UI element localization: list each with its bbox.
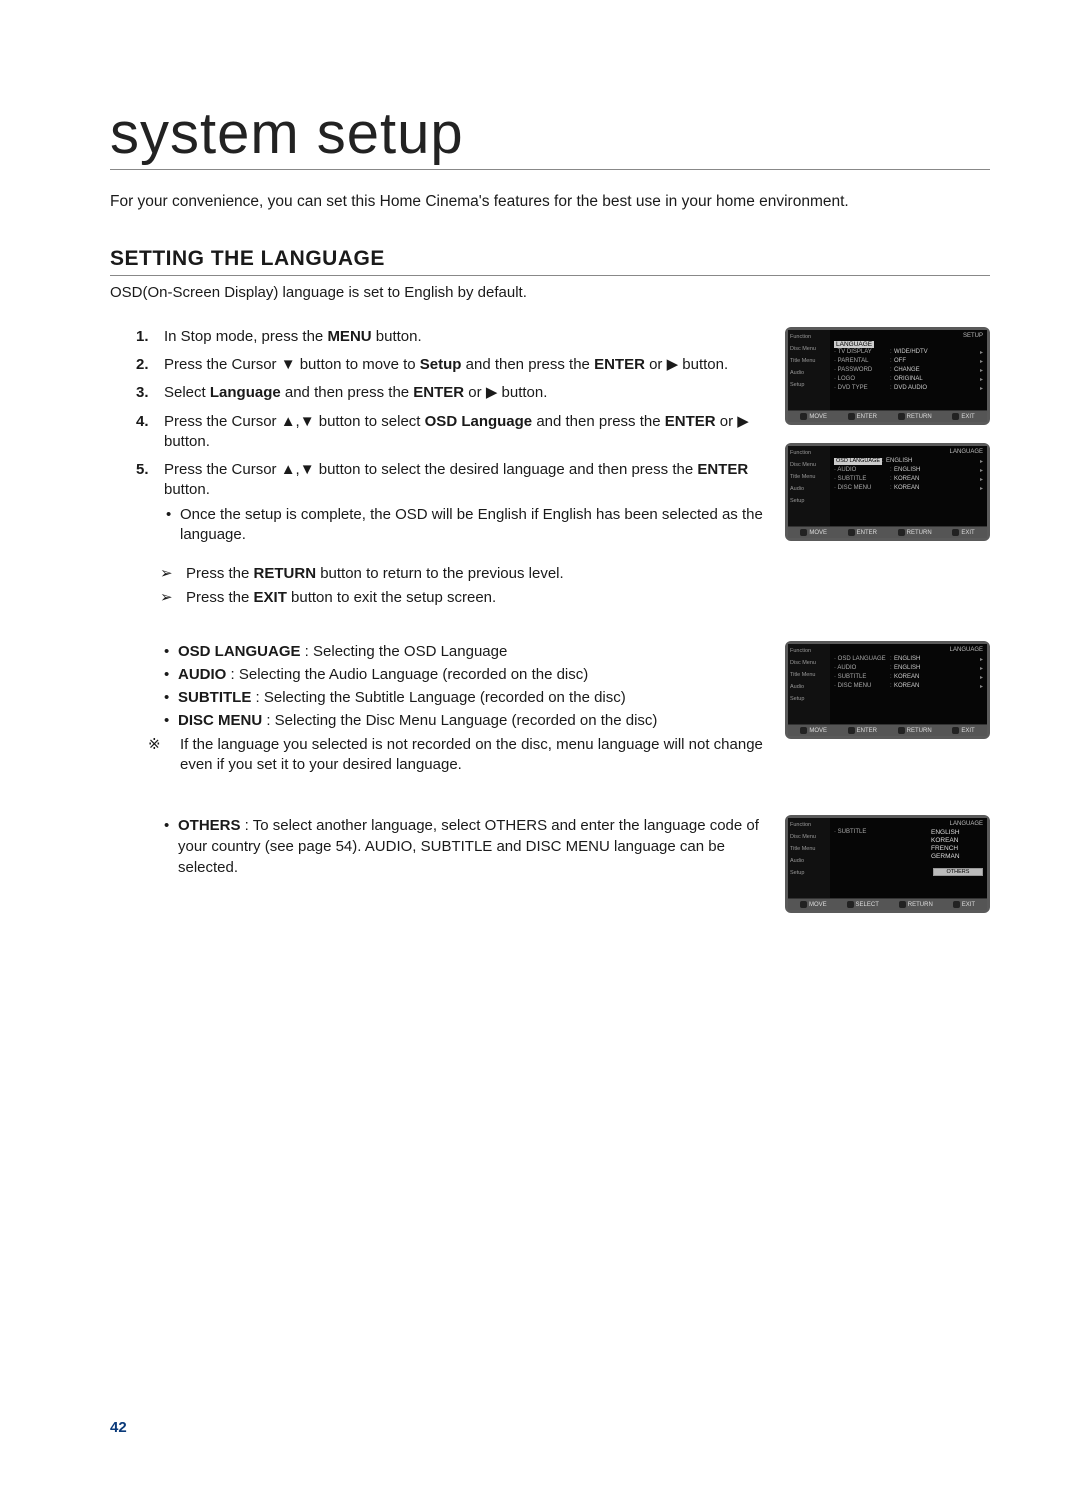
note-reference: ※ If the language you selected is not re… <box>110 735 765 776</box>
definitions-list: OSD LANGUAGE : Selecting the OSD Languag… <box>110 641 765 731</box>
step-2: 2.Press the Cursor ▼ button to move to S… <box>164 355 765 375</box>
arrow-exit: ➢Press the EXIT button to exit the setup… <box>164 587 765 609</box>
subheading: OSD(On-Screen Display) language is set t… <box>110 284 990 301</box>
intro-text: For your convenience, you can set this H… <box>110 192 990 213</box>
step-4: 4.Press the Cursor ▲,▼ button to select … <box>164 412 765 453</box>
arrow-notes: ➢Press the RETURN button to return to th… <box>110 563 765 609</box>
def-osd: OSD LANGUAGE : Selecting the OSD Languag… <box>164 641 765 662</box>
osd-screen-1: FunctionDisc MenuTitle MenuAudioSetup SE… <box>785 327 990 425</box>
page-title: system setup <box>110 100 990 170</box>
others-list: OTHERS : To select another language, sel… <box>110 815 765 878</box>
block-definitions: OSD LANGUAGE : Selecting the OSD Languag… <box>110 641 990 776</box>
reference-mark-icon: ※ <box>148 735 161 755</box>
section-heading: SETTING THE LANGUAGE <box>110 247 990 276</box>
page-number: 42 <box>110 1419 127 1436</box>
def-subtitle: SUBTITLE : Selecting the Subtitle Langua… <box>164 687 765 708</box>
osd-screen-3: FunctionDisc MenuTitle MenuAudioSetup LA… <box>785 641 990 739</box>
step-1: 1.In Stop mode, press the MENU button. <box>164 327 765 347</box>
step-5: 5.Press the Cursor ▲,▼ button to select … <box>164 460 765 545</box>
step-3: 3.Select Language and then press the ENT… <box>164 383 765 403</box>
arrow-return: ➢Press the RETURN button to return to th… <box>164 563 765 585</box>
osd-screen-4: FunctionDisc MenuTitle MenuAudioSetup LA… <box>785 815 990 913</box>
step-5-sub: Once the setup is complete, the OSD will… <box>164 505 765 546</box>
def-audio: AUDIO : Selecting the Audio Language (re… <box>164 664 765 685</box>
block-others: OTHERS : To select another language, sel… <box>110 815 990 913</box>
def-discmenu: DISC MENU : Selecting the Disc Menu Lang… <box>164 710 765 731</box>
def-others: OTHERS : To select another language, sel… <box>164 815 765 878</box>
steps-list: 1.In Stop mode, press the MENU button. 2… <box>110 327 765 545</box>
osd-screen-2: FunctionDisc MenuTitle MenuAudioSetup LA… <box>785 443 990 541</box>
block-steps: 1.In Stop mode, press the MENU button. 2… <box>110 327 990 611</box>
